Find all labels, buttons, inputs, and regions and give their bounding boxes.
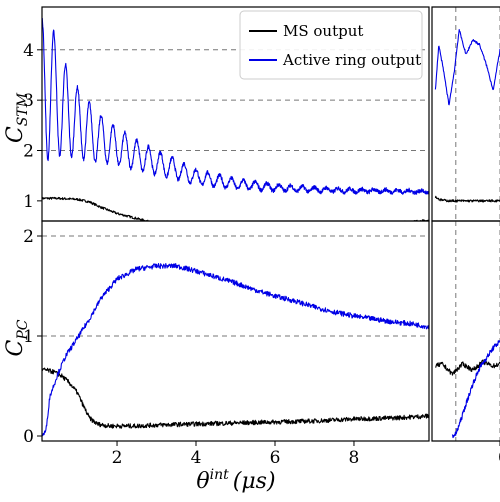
plot-frame-bottom-left: [41, 220, 430, 442]
y-tick-label: 1: [23, 327, 34, 347]
x-tick-label: 2: [112, 448, 123, 468]
y-tick-label: 2: [23, 142, 34, 162]
y-axis-title-bottom: CPC: [3, 319, 31, 356]
series-line-ms-output: [42, 196, 429, 221]
plot-frame-top-right: [431, 6, 500, 222]
series-line-ms-output: [435, 359, 500, 376]
y-tick-label: 1: [23, 192, 34, 212]
x-ticks-bottom-left: 2 4 6 8: [112, 441, 360, 468]
panel-bottom-right: 0.: [431, 220, 500, 468]
x-ticks-bottom-right: 0.: [498, 441, 500, 468]
series-line-active-ring-output: [434, 29, 500, 106]
series-bottom-left: [42, 262, 429, 437]
x-tick-label: 0.: [498, 448, 500, 468]
gridlines-bottom-right: [455, 221, 500, 441]
y-tick-label: 3: [23, 91, 34, 111]
series-line-ms-output: [42, 367, 429, 429]
series-top-left: [42, 17, 429, 221]
x-tick-label: 8: [349, 448, 360, 468]
y-tick-label: 2: [23, 227, 34, 247]
series-line-ms-output: [434, 195, 500, 203]
panel-bottom-left: 0 1 2 2 4 6 8 CPC θint (μs): [3, 220, 430, 494]
y-tick-label: 4: [23, 41, 34, 61]
y-axis-title-top: CSTM: [3, 92, 31, 143]
series-top-right: [434, 29, 500, 203]
y-tick-label: 0: [23, 427, 34, 447]
legend-label-active-ring: Active ring output: [282, 51, 421, 69]
series-bottom-right: [435, 340, 500, 439]
gridlines-top-left: [42, 49, 429, 152]
series-line-active-ring-output: [42, 262, 429, 437]
legend-label-ms: MS output: [283, 22, 363, 40]
x-axis-title: θint (μs): [196, 467, 275, 494]
series-line-active-ring-output: [451, 340, 500, 439]
legend-frame: [239, 10, 423, 80]
panel-top-left: 1 2 3 4 CSTM MS output Active ring output: [3, 6, 430, 222]
y-ticks-bottom-left: 0 1 2: [23, 227, 42, 447]
panel-top-right: [431, 6, 500, 222]
plot-frame-bottom-right: [431, 220, 500, 442]
x-tick-label: 4: [191, 448, 202, 468]
gridlines-top-right: [455, 7, 500, 221]
series-line-active-ring-output: [42, 17, 429, 196]
legend: MS output Active ring output: [239, 10, 423, 80]
gridlines-bottom-left: [42, 235, 429, 337]
x-tick-label: 6: [270, 448, 281, 468]
y-ticks-top-left: 1 2 3 4: [23, 41, 42, 212]
